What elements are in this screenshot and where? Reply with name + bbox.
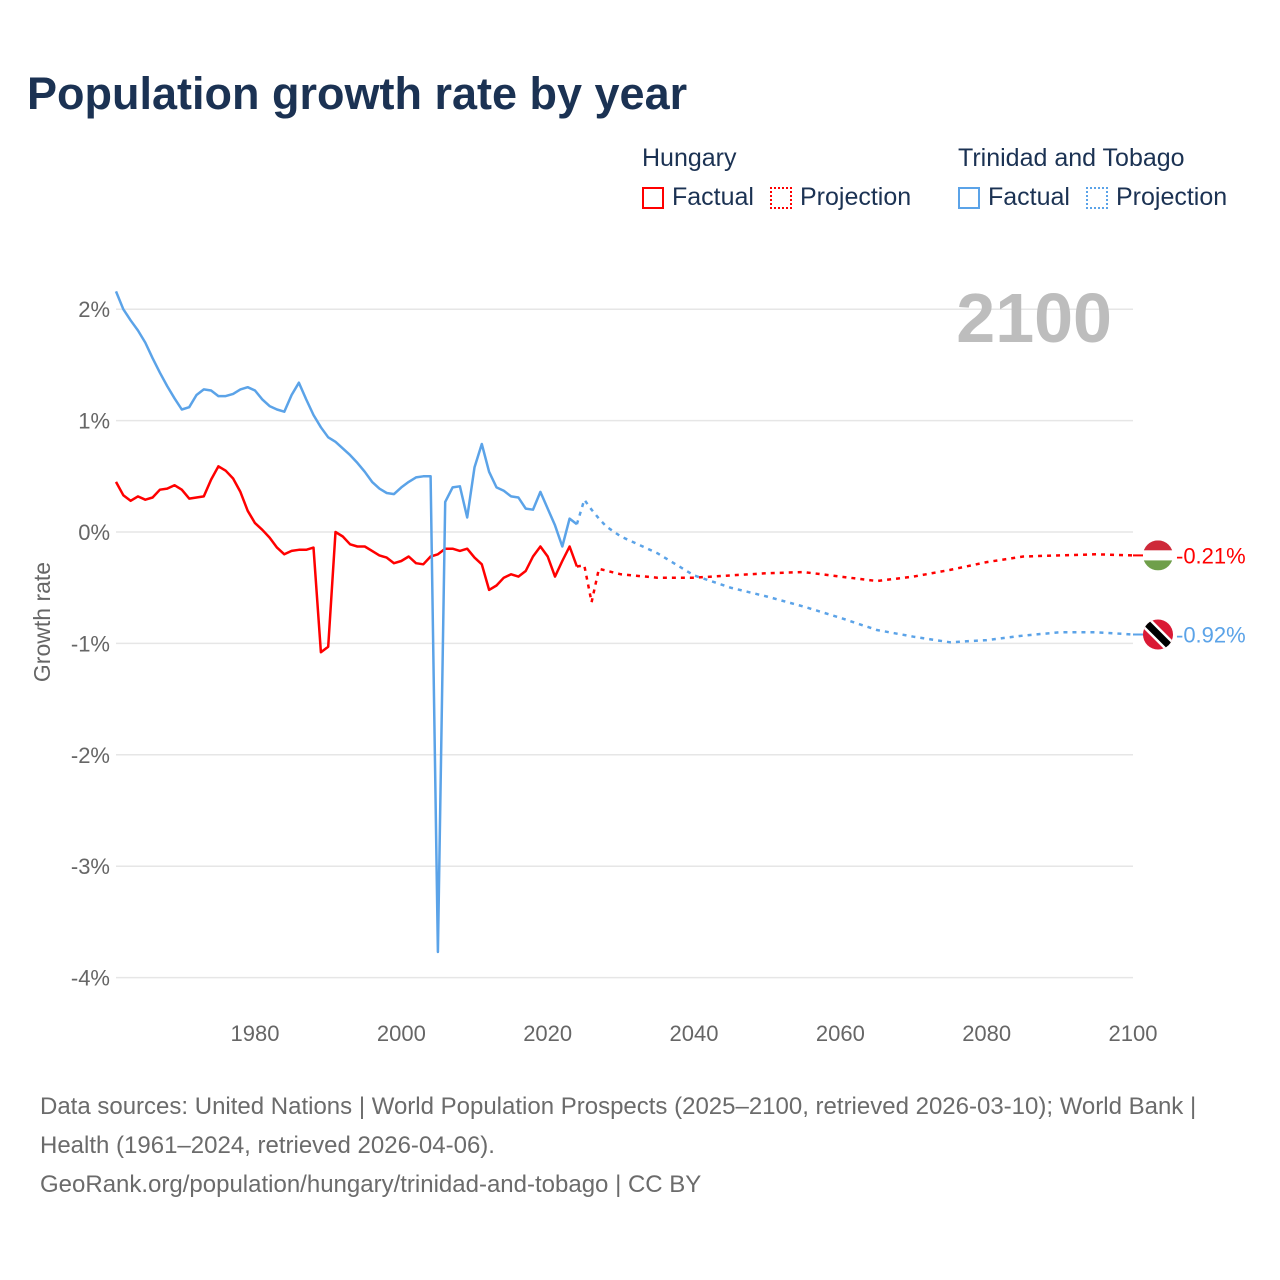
x-tick-label: 2020 <box>523 1021 572 1046</box>
y-tick-label: -1% <box>71 631 110 656</box>
legend-label: Factual <box>672 183 754 211</box>
hungary-flag-icon <box>1143 540 1173 571</box>
y-tick-label: -2% <box>71 743 110 768</box>
series-projection-line <box>576 553 1134 603</box>
legend-trinidad-projection[interactable]: Projection <box>1085 183 1228 212</box>
footer: Data sources: United Nations | World Pop… <box>40 1087 1240 1204</box>
legend-label: Factual <box>988 183 1070 211</box>
series-factual-line <box>114 290 578 954</box>
y-tick-label: 0% <box>78 520 110 545</box>
legend-hungary-factual[interactable]: Factual <box>642 183 754 212</box>
year-display: 2100 <box>956 279 1112 357</box>
series-factual-line <box>114 465 579 654</box>
legend-label: Projection <box>1115 183 1228 211</box>
attribution-link[interactable]: GeoRank.org/population/hungary/trinidad-… <box>40 1171 702 1198</box>
x-tick-label: 2040 <box>670 1021 719 1046</box>
y-tick-label: 2% <box>78 297 110 322</box>
dotted-swatch-icon <box>1085 186 1108 209</box>
x-tick-label: 2060 <box>816 1021 865 1046</box>
legend-group-title: Trinidad and Tobago <box>958 144 1185 172</box>
y-tick-label: -4% <box>71 966 110 991</box>
page-title: Population growth rate by year <box>27 68 688 119</box>
y-axis-label: Growth rate <box>29 562 55 682</box>
x-tick-label: 1980 <box>231 1021 280 1046</box>
y-tick-label: -3% <box>71 854 110 879</box>
legend-trinidad-factual[interactable]: Factual <box>958 183 1070 212</box>
legend-label: Projection <box>799 183 912 211</box>
data-sources: Data sources: United Nations | World Pop… <box>40 1093 1197 1159</box>
x-tick-label: 2100 <box>1109 1021 1158 1046</box>
legend-group-title: Hungary <box>642 144 737 172</box>
dotted-swatch-icon <box>769 186 792 209</box>
end-value-label: -0.92% <box>1176 622 1246 647</box>
legend-trinidad: Trinidad and Tobago Factual Projection <box>958 144 1243 212</box>
solid-swatch-icon <box>642 186 664 209</box>
x-tick-label: 2000 <box>377 1021 426 1046</box>
end-value-label: -0.21% <box>1176 543 1246 568</box>
x-tick-label: 2080 <box>962 1021 1011 1046</box>
legend-hungary: Hungary Factual Projection <box>642 144 927 212</box>
solid-swatch-icon <box>958 186 980 209</box>
y-tick-label: 1% <box>78 409 110 434</box>
trinidad-flag-icon <box>1143 619 1173 650</box>
legend-hungary-projection[interactable]: Projection <box>769 183 912 212</box>
series-projection-line <box>575 496 1134 644</box>
